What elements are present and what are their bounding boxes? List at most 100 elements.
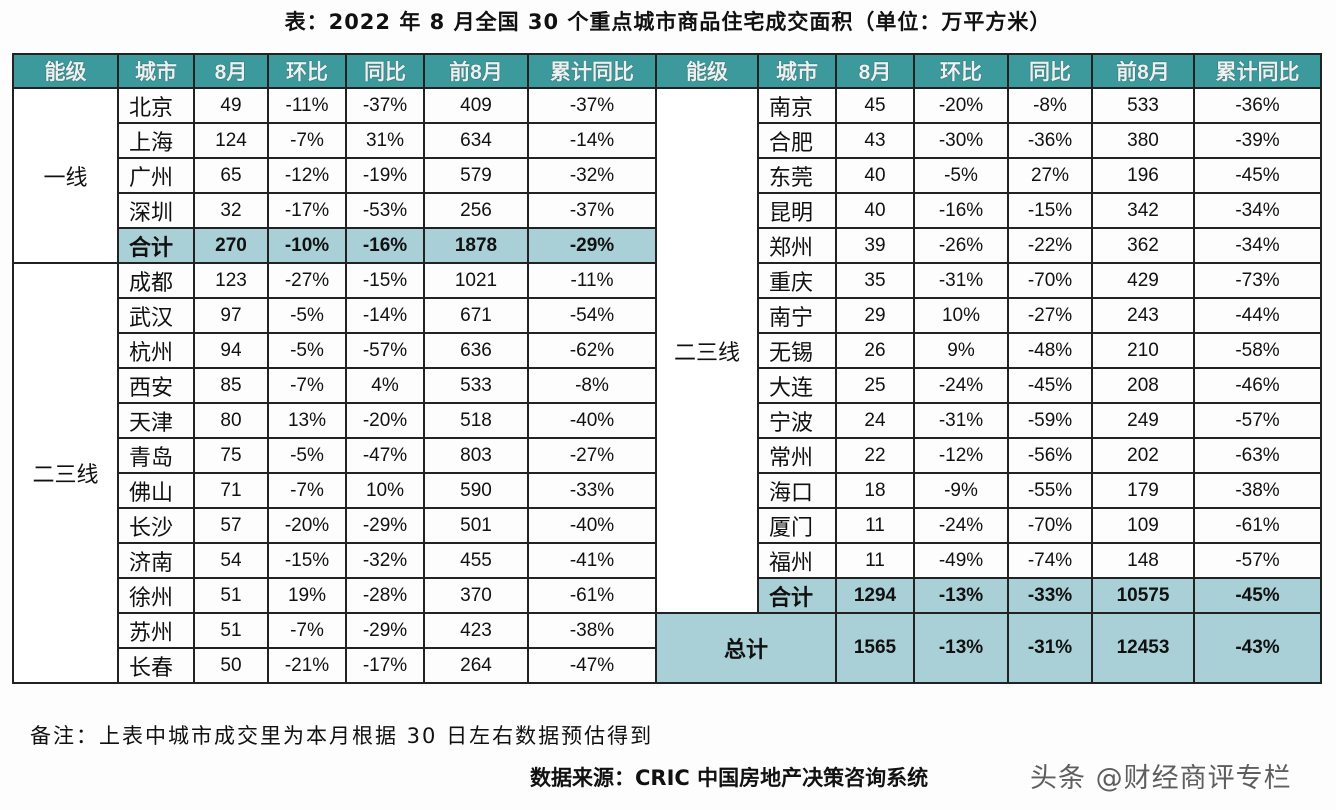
cell-mom: -24%: [913, 507, 1009, 544]
cell-mom: -15%: [267, 542, 347, 579]
cell-city: 北京: [117, 87, 195, 124]
table-row: 徐州 51 19% -28% 370 -61%: [13, 577, 657, 614]
column-header: 前8月: [1091, 53, 1195, 89]
table-row: 济南 54 -15% -32% 455 -41%: [13, 542, 657, 579]
cell-yoy: -29%: [345, 507, 425, 544]
cell-city: 武汉: [117, 297, 195, 334]
cell-city: 福州: [757, 542, 837, 579]
cell-mom: 10%: [913, 297, 1009, 334]
cell-august: 270: [193, 227, 269, 264]
cell-mom: -13%: [913, 577, 1009, 614]
data-source: 数据来源：CRIC 中国房地产决策咨询系统: [530, 766, 929, 790]
cell-ytd: 342: [1091, 192, 1195, 229]
cell-city: 南宁: [757, 297, 837, 334]
cell-august: 11: [835, 507, 915, 544]
cell-august: 25: [835, 367, 915, 404]
cell-yoy: -15%: [1007, 192, 1093, 229]
cell-city: 常州: [757, 437, 837, 474]
cell-ytd-yoy: -32%: [527, 157, 657, 194]
cell-ytd: 208: [1091, 367, 1195, 404]
cell-city: 苏州: [117, 612, 195, 649]
column-header: 能级: [655, 53, 759, 89]
cell-mom: -49%: [913, 542, 1009, 579]
cell-ytd: 109: [1091, 507, 1195, 544]
watermark: 头条 @财经商评专栏: [1030, 763, 1292, 794]
cell-ytd: 423: [423, 612, 529, 649]
cell-city: 海口: [757, 472, 837, 509]
cell-yoy: -17%: [345, 647, 425, 684]
cell-ytd-yoy: -34%: [1193, 227, 1322, 264]
cell-ytd-yoy: -37%: [527, 87, 657, 124]
header-row: 能级 城市 8月 环比 同比 前8月 累计同比: [655, 53, 1322, 89]
cell-ytd: 148: [1091, 542, 1195, 579]
footnote: 备注：上表中城市成交里为本月根据 30 日左右数据预估得到: [30, 724, 654, 748]
cell-ytd-yoy: -38%: [1193, 472, 1322, 509]
cell-ytd: 210: [1091, 332, 1195, 369]
column-header: 前8月: [423, 53, 529, 89]
cell-mom: -11%: [267, 87, 347, 124]
tier-label: 二三线: [12, 262, 119, 684]
table-row: 合肥 43 -30% -36% 380 -39%: [656, 122, 1322, 159]
cell-city: 天津: [117, 402, 195, 439]
table-row: 重庆 35 -31% -70% 429 -73%: [656, 262, 1322, 299]
table-row: 二三线 南京 45 -20% -8% 533 -36%: [655, 87, 1322, 614]
cell-mom: 9%: [913, 332, 1009, 369]
cell-august: 29: [835, 297, 915, 334]
cell-mom: 19%: [267, 577, 347, 614]
table-row: 二三线 成都 123 -27% -15% 1021 -11%: [12, 262, 657, 684]
table-row: 无锡 26 9% -48% 210 -58%: [656, 332, 1322, 369]
cell-ytd: 12453: [1091, 612, 1195, 684]
cell-mom: -31%: [913, 402, 1009, 439]
cell-ytd: 1021: [423, 262, 529, 299]
cell-mom: -5%: [913, 157, 1009, 194]
table-row: 大连 25 -24% -45% 208 -46%: [656, 367, 1322, 404]
cell-total-label: 总计: [655, 612, 837, 684]
cell-mom: -20%: [267, 507, 347, 544]
header-row: 能级 城市 8月 环比 同比 前8月 累计同比: [12, 53, 657, 89]
cell-yoy: -48%: [1007, 332, 1093, 369]
column-header: 环比: [267, 53, 347, 89]
table-row: 杭州 94 -5% -57% 636 -62%: [13, 332, 657, 369]
cell-city: 济南: [117, 542, 195, 579]
cell-mom: -12%: [267, 157, 347, 194]
cell-yoy: -47%: [345, 437, 425, 474]
cell-yoy: -19%: [345, 157, 425, 194]
column-header: 城市: [117, 53, 195, 89]
cell-ytd: 636: [423, 332, 529, 369]
cell-ytd: 533: [423, 367, 529, 404]
subtotal-row: 合计 270 -10% -16% 1878 -29%: [13, 227, 657, 264]
cell-mom: -10%: [267, 227, 347, 264]
cell-ytd: 579: [423, 157, 529, 194]
column-header: 同比: [1007, 53, 1093, 89]
cell-ytd: 671: [423, 297, 529, 334]
cell-mom: -5%: [267, 332, 347, 369]
cell-ytd: 1878: [423, 227, 529, 264]
cell-mom: -21%: [267, 647, 347, 684]
cell-city: 无锡: [757, 332, 837, 369]
cell-august: 65: [193, 157, 269, 194]
cell-city: 东莞: [757, 157, 837, 194]
cell-mom: -27%: [267, 262, 347, 299]
table-row: 宁波 24 -31% -59% 249 -57%: [656, 402, 1322, 439]
cell-ytd: 429: [1091, 262, 1195, 299]
cell-city: 合计: [117, 227, 195, 264]
cell-ytd-yoy: -58%: [1193, 332, 1322, 369]
cell-august: 35: [835, 262, 915, 299]
tier-label: 二三线: [655, 87, 759, 614]
table-row: 东莞 40 -5% 27% 196 -45%: [656, 157, 1322, 194]
cell-yoy: -31%: [1007, 612, 1093, 684]
table-row: 武汉 97 -5% -14% 671 -54%: [13, 297, 657, 334]
cell-ytd: 380: [1091, 122, 1195, 159]
cell-ytd-yoy: -41%: [527, 542, 657, 579]
table-row: 上海 124 -7% 31% 634 -14%: [13, 122, 657, 159]
cell-mom: -31%: [913, 262, 1009, 299]
cell-yoy: -36%: [1007, 122, 1093, 159]
cell-ytd-yoy: -57%: [1193, 402, 1322, 439]
cell-yoy: 31%: [345, 122, 425, 159]
cell-august: 71: [193, 472, 269, 509]
table-row: 青岛 75 -5% -47% 803 -27%: [13, 437, 657, 474]
cell-mom: -7%: [267, 122, 347, 159]
cell-city: 厦门: [757, 507, 837, 544]
cell-ytd: 409: [423, 87, 529, 124]
cell-yoy: -15%: [345, 262, 425, 299]
